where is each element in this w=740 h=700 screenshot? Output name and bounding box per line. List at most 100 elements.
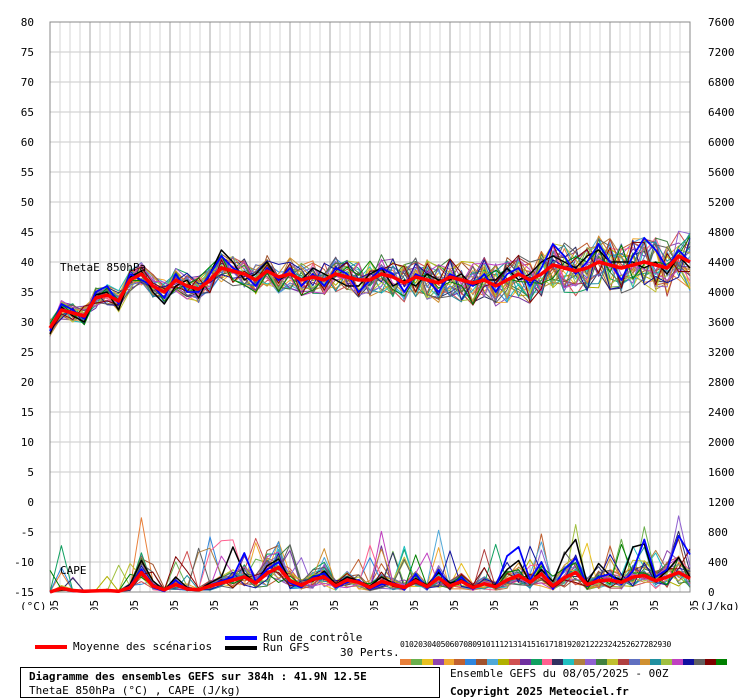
legend-control-label: Run de contrôle [263,631,363,644]
left-tick-label: 10 [21,436,34,449]
perturbation-swatch [672,659,684,665]
right-tick-label: 6800 [708,76,735,89]
perturbation-swatch [704,659,716,665]
x-tick-label: 24/05 [688,600,701,610]
left-unit-label: (°C) [20,600,47,610]
mean-swatch [35,645,67,649]
right-unit-label: (J/kg) [700,600,740,610]
perturbation-swatch [574,659,586,665]
x-tick-label: 12/05 [208,600,221,610]
control-swatch [225,636,257,640]
perturbation-swatch [541,659,553,665]
x-tick-label: 11/05 [168,600,181,610]
x-tick-label: 18/05 [448,600,461,610]
perturbation-swatch [400,659,411,665]
right-tick-label: 400 [708,556,728,569]
x-tick-label: 20/05 [528,600,541,610]
left-tick-label: 60 [21,136,34,149]
right-tick-label: 4400 [708,256,735,269]
perturbation-thetae-line [49,235,691,336]
left-tick-label: 70 [21,76,34,89]
perturbation-swatch [617,659,629,665]
left-tick-label: 30 [21,316,34,329]
x-tick-label: 23/05 [648,600,661,610]
perturbation-swatch [476,659,488,665]
right-tick-label: 4000 [708,286,735,299]
right-tick-label: 7200 [708,46,735,59]
perturbation-swatch [508,659,520,665]
perturbation-swatch [661,659,673,665]
chart-grid [49,21,691,593]
left-tick-label: 25 [21,346,34,359]
footer-subtitle: ThetaE 850hPa (°C) , CAPE (J/kg) [29,684,241,697]
perturbation-swatch [683,659,695,665]
x-tick-label: 08/05 [48,600,61,610]
right-tick-label: 6400 [708,106,735,119]
mean-cape-line [49,565,691,594]
perturbation-swatch [443,659,455,665]
left-tick-label: 20 [21,376,34,389]
gfs-thetae-line [49,249,691,335]
perturbation-swatch [519,659,531,665]
x-axis-ticks: 08/05 09/05 10/05 11/05 12/05 13/05 14/05 15/05… [48,600,701,610]
perturbation-thetae-line [49,241,690,334]
perturbation-swatch [432,659,444,665]
perturbation-numbers: 0102030405060708091011121314151617181920… [400,640,671,649]
perturbation-swatch [628,659,640,665]
perturbation-swatch [487,659,499,665]
perturbation-swatch [454,659,466,665]
thetae-series-label: ThetaE 850hPa [60,261,146,274]
perturbation-swatch [715,659,727,665]
right-tick-label: 2400 [708,406,735,419]
x-tick-label: 22/05 [608,600,621,610]
x-tick-label: 09/05 [88,600,101,610]
right-tick-label: 6000 [708,136,735,149]
cape-series-label: CAPE [60,564,87,577]
right-tick-label: 7600 [708,16,735,29]
left-tick-label: 50 [21,196,34,209]
left-tick-label: 75 [21,46,34,59]
left-tick-label: -5 [21,526,34,539]
perturbation-swatch [498,659,509,665]
right-tick-label: 3200 [708,346,735,359]
perturbation-swatch [585,659,597,665]
footer-copyright: Copyright 2025 Meteociel.fr [450,685,629,698]
mean-thetae-line [48,254,691,329]
perturbation-swatch [694,659,705,665]
footer-title-box: Diagramme des ensembles GEFS sur 384h : … [20,667,440,698]
right-tick-label: 1600 [708,466,735,479]
legend-mean: Moyenne des scénarios [35,640,212,653]
footer-title: Diagramme des ensembles GEFS sur 384h : … [29,670,367,683]
x-tick-label: 15/05 [328,600,341,610]
x-tick-label: 16/05 [368,600,381,610]
legend-perts: 30 Perts. [340,646,400,659]
legend-gfs: Run GFS [225,641,309,654]
left-tick-label: 15 [21,406,34,419]
perturbation-swatch [530,659,542,665]
perturbation-swatch [606,659,618,665]
left-tick-label: 80 [21,16,34,29]
x-tick-label: 13/05 [248,600,261,610]
ensemble-chart: 80757065605550454035302520151050-5-10-15… [14,16,740,610]
x-tick-label: 10/05 [128,600,141,610]
left-tick-label: 40 [21,256,34,269]
perturbation-swatch [639,659,651,665]
plot-frame [49,21,691,593]
perturbation-swatch [421,659,433,665]
perturbation-swatch [410,659,422,665]
x-tick-label: 14/05 [288,600,301,610]
perturbation-swatch [465,659,477,665]
left-tick-label: -10 [14,556,34,569]
right-tick-label: 3600 [708,316,735,329]
left-tick-label: 55 [21,166,34,179]
perturbation-swatch [563,659,575,665]
footer-run: Ensemble GEFS du 08/05/2025 - 00Z [450,667,669,680]
perturbation-swatch [596,659,607,665]
perturbation-swatch [650,659,662,665]
perturbation-swatches [400,650,727,665]
x-tick-label: 21/05 [568,600,581,610]
right-tick-label: 0 [708,586,715,599]
x-tick-label: 19/05 [488,600,501,610]
legend-mean-label: Moyenne des scénarios [73,640,213,653]
